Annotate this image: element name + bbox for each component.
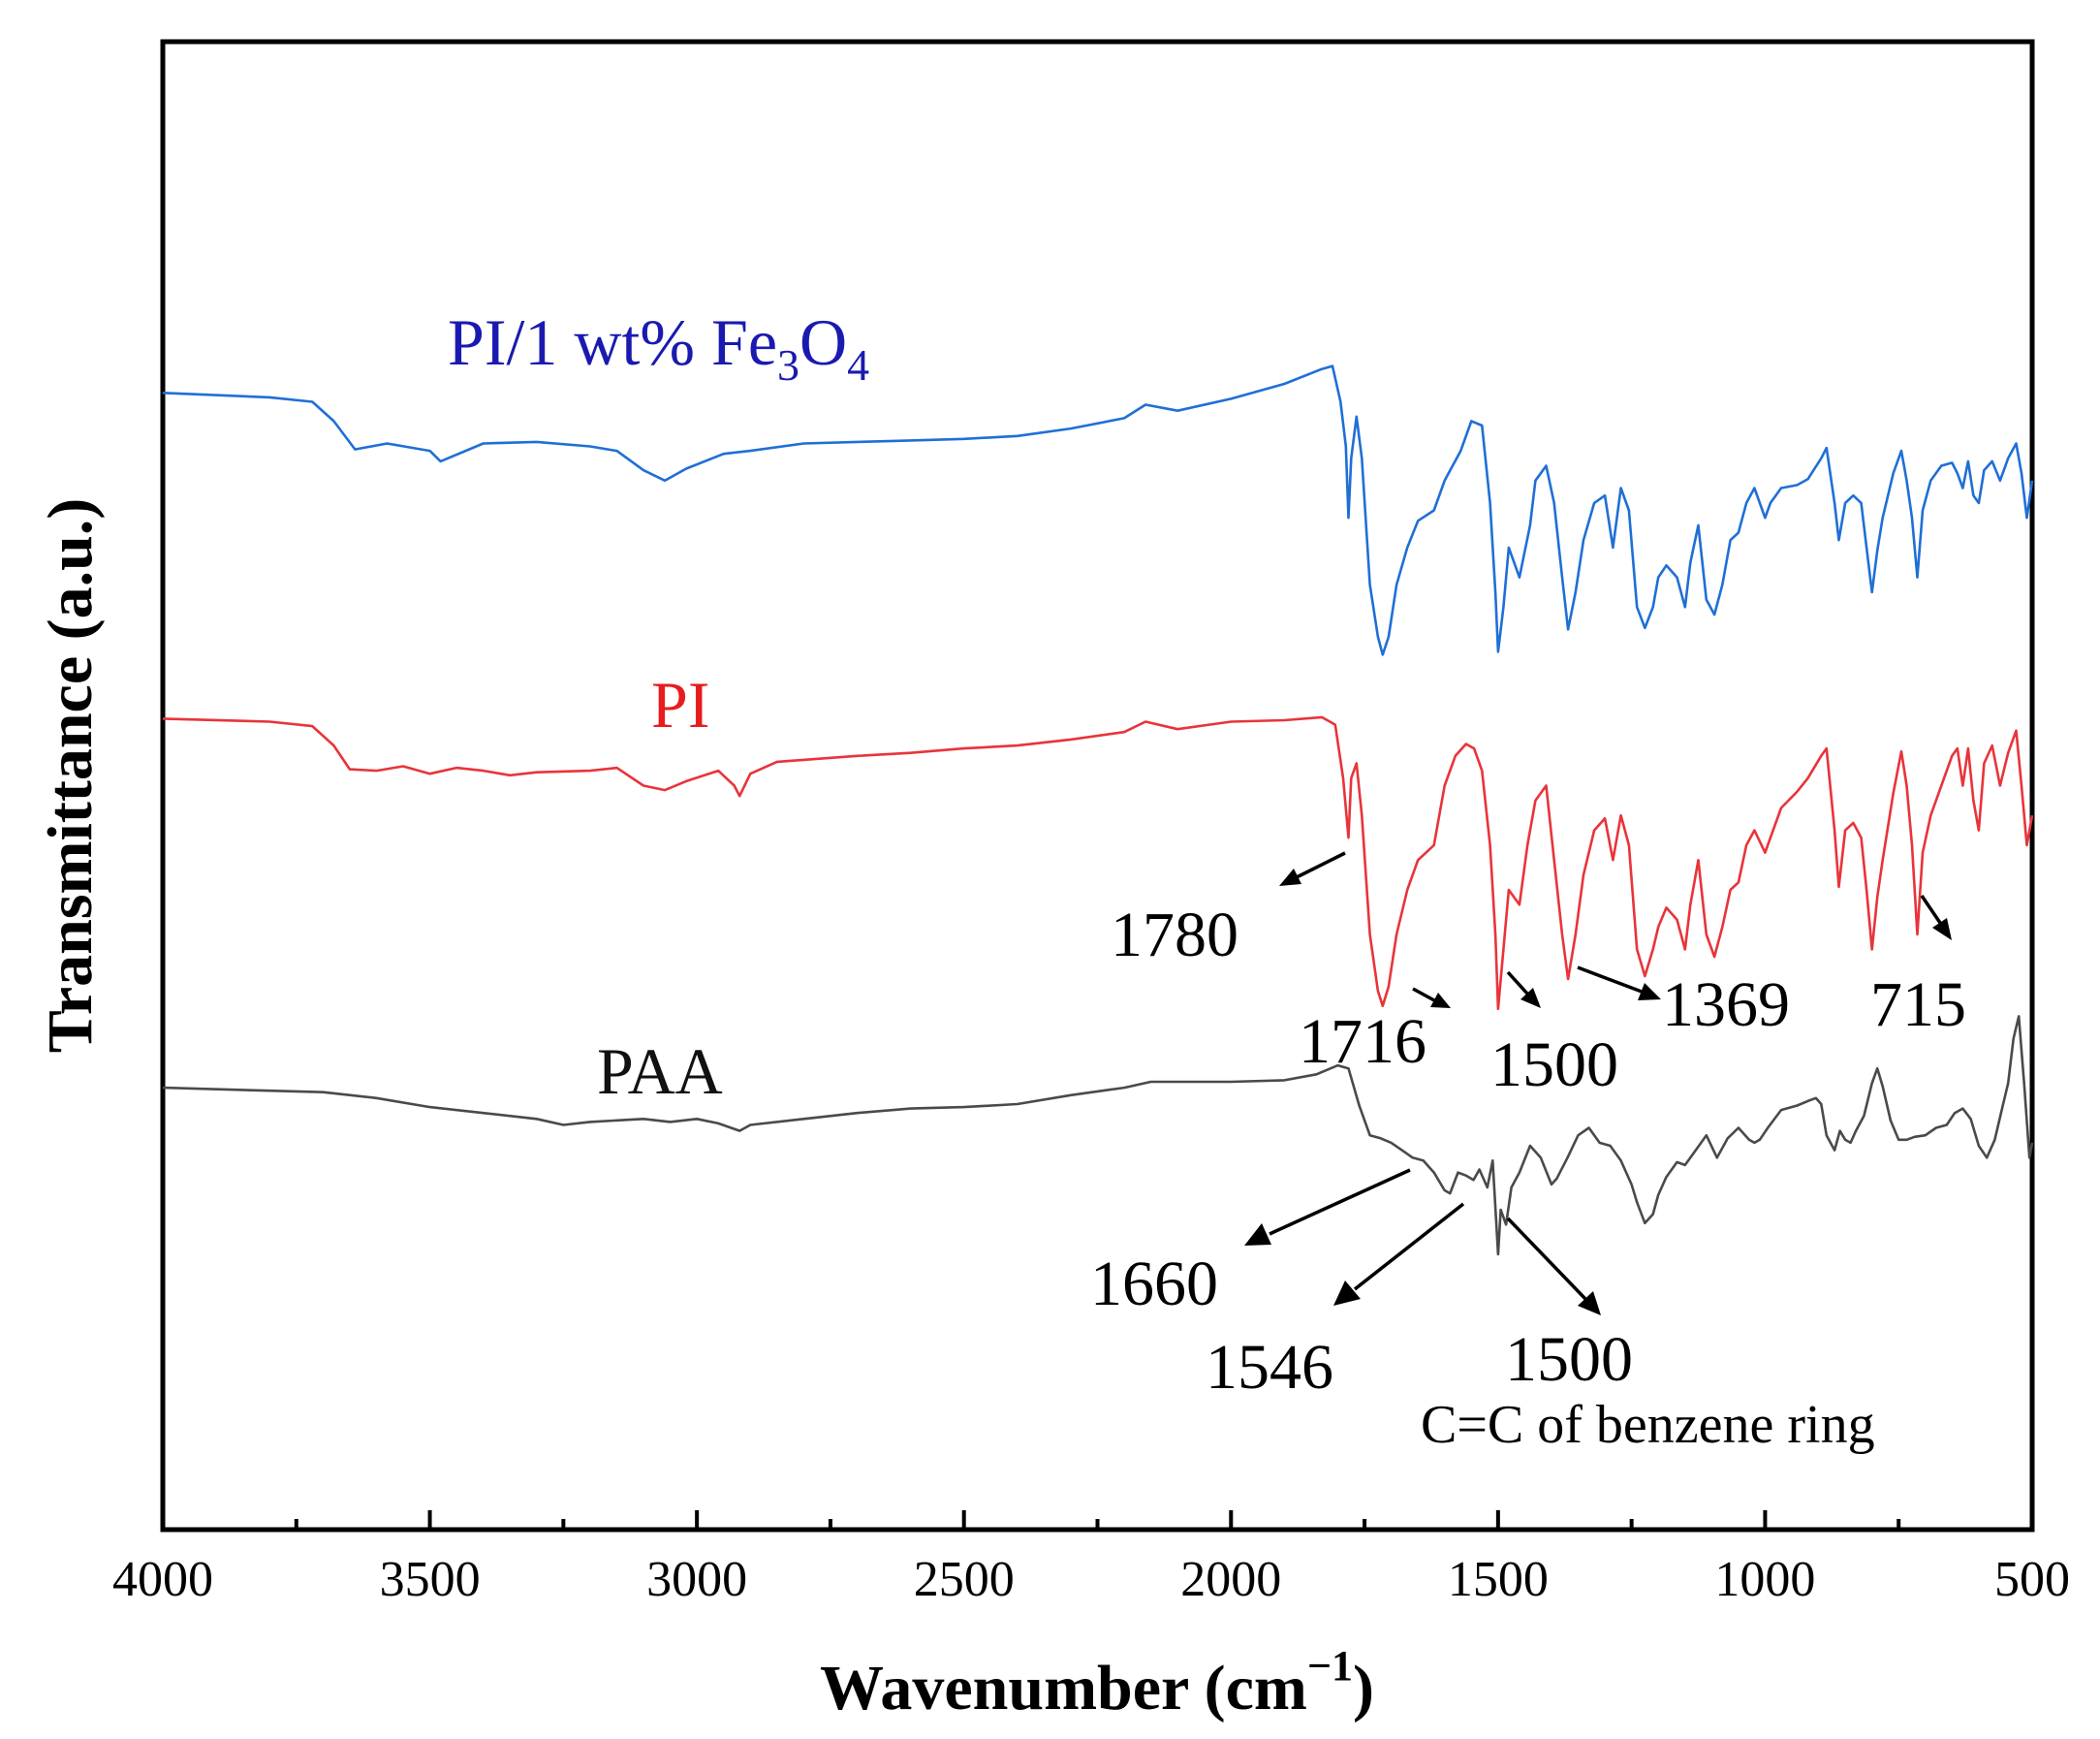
y-axis-title: Transmittance (a.u.) xyxy=(35,498,106,1054)
arrow-1500-pi-head xyxy=(1520,988,1541,1008)
series-label-pi: PI xyxy=(651,668,709,742)
x-tick-label: 2500 xyxy=(914,1552,1015,1607)
series-line-paa xyxy=(162,1015,2034,1256)
annotation-1546: 1546 xyxy=(1206,1332,1333,1403)
x-tick-label: 3500 xyxy=(380,1552,481,1607)
x-tick-label: 1000 xyxy=(1714,1552,1815,1607)
x-tick-label: 3000 xyxy=(646,1552,747,1607)
arrow-1369 xyxy=(1577,965,1643,994)
arrow-1780-head xyxy=(1279,869,1301,886)
annotation-1780: 1780 xyxy=(1111,900,1238,970)
x-axis-title-sup: −1 xyxy=(1307,1642,1353,1690)
x-axis-title: Wavenumber (cm−1) xyxy=(820,1642,1374,1723)
arrow-715-head xyxy=(1932,918,1952,940)
annotation-715: 715 xyxy=(1870,969,1966,1040)
series-layer xyxy=(162,364,2034,1256)
x-axis-title-main: Wavenumber (cm xyxy=(820,1653,1307,1723)
annotation-1500-paa: 1500 xyxy=(1505,1324,1633,1395)
annotation-arrows xyxy=(1244,851,1952,1315)
x-tick-label: 500 xyxy=(1994,1552,2070,1607)
annotation-1660: 1660 xyxy=(1090,1249,1218,1319)
x-tick-label: 2000 xyxy=(1180,1552,1281,1607)
arrow-1660 xyxy=(1269,1168,1411,1236)
series-label-fe3o4: PI/1 wt% Fe3O4 xyxy=(448,305,869,390)
x-tick-label: 1500 xyxy=(1448,1552,1549,1607)
label-fe3o4-mid: O xyxy=(799,305,847,379)
arrow-1546 xyxy=(1353,1202,1465,1291)
label-fe3o4-main: PI/1 wt% Fe xyxy=(448,305,777,379)
annotation-1500-pi: 1500 xyxy=(1490,1029,1618,1100)
annotation-benzene-note: C=C of benzene ring xyxy=(1421,1395,1875,1455)
arrow-715 xyxy=(1920,895,1942,924)
arrow-1500-pi xyxy=(1506,970,1529,996)
arrow-1546-head xyxy=(1333,1281,1361,1306)
label-fe3o4-sub2: 4 xyxy=(847,340,869,390)
arrow-1716 xyxy=(1412,987,1435,1002)
arrow-1369-head xyxy=(1638,983,1661,1000)
arrow-1500-paa xyxy=(1506,1217,1587,1301)
series-line-pi xyxy=(162,715,2034,1011)
arrow-1780 xyxy=(1296,851,1346,879)
series-label-paa: PAA xyxy=(597,1034,723,1108)
annotation-1716: 1716 xyxy=(1299,1006,1426,1077)
arrow-1500-paa-head xyxy=(1578,1291,1601,1315)
x-axis-title-close: ) xyxy=(1353,1653,1374,1723)
label-fe3o4-sub1: 3 xyxy=(777,340,799,390)
arrow-1716-head xyxy=(1430,993,1451,1008)
series-line-pi-fe3o4 xyxy=(162,364,2034,656)
arrow-1660-head xyxy=(1244,1223,1271,1246)
annotation-1369: 1369 xyxy=(1662,969,1790,1040)
x-axis-ticks: 4000 3500 3000 2500 2000 1500 1000 500 xyxy=(112,1510,2070,1607)
x-tick-label: 4000 xyxy=(112,1552,213,1607)
